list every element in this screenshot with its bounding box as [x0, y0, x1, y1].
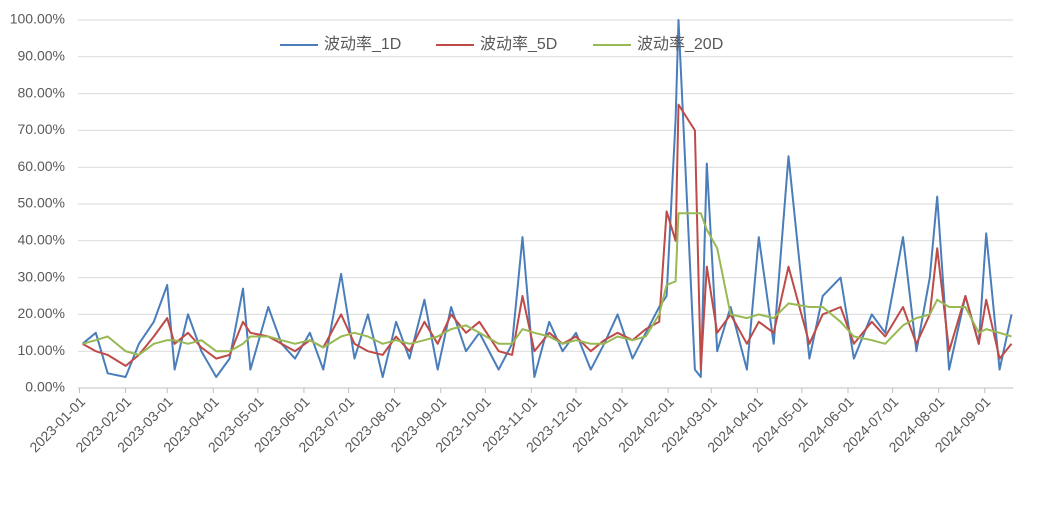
- y-tick-label: 80.00%: [18, 84, 65, 100]
- y-tick-label: 0.00%: [25, 379, 65, 395]
- legend-label: 波动率_5D: [480, 35, 557, 53]
- y-tick-label: 50.00%: [18, 195, 65, 211]
- legend-label: 波动率_1D: [324, 35, 401, 53]
- legend-label: 波动率_20D: [637, 35, 723, 53]
- y-tick-label: 10.00%: [18, 342, 65, 358]
- y-tick-label: 20.00%: [18, 305, 65, 321]
- series-line: [81, 19, 1013, 378]
- y-tick-label: 60.00%: [18, 158, 65, 174]
- series-line: [82, 212, 1012, 356]
- y-tick-label: 100.00%: [10, 11, 65, 27]
- y-tick-label: 90.00%: [18, 48, 65, 64]
- y-tick-label: 70.00%: [18, 121, 65, 137]
- y-tick-label: 40.00%: [18, 232, 65, 248]
- y-tick-label: 30.00%: [18, 268, 65, 284]
